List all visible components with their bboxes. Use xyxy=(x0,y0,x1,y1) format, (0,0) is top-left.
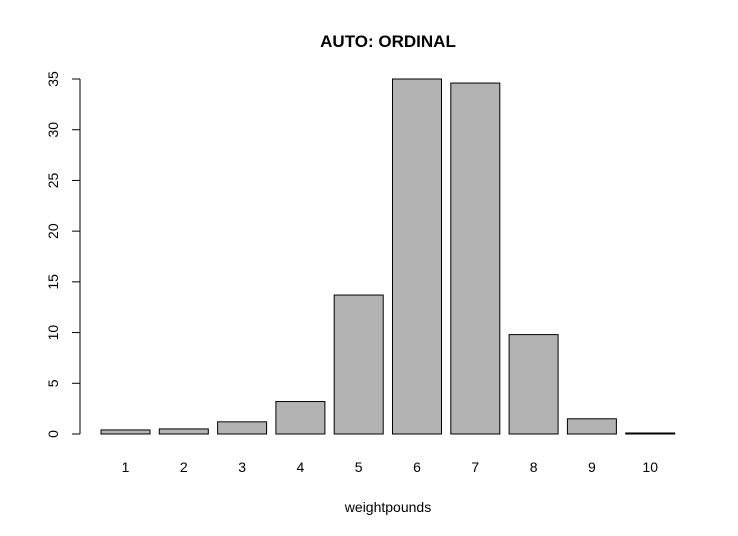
bar-9 xyxy=(566,418,617,435)
bar-2 xyxy=(158,428,209,435)
x-axis-tick-label: 4 xyxy=(297,459,305,475)
x-axis-tick-labels: 1 2 3 4 5 6 7 8 9 10 xyxy=(122,459,659,475)
x-axis-tick-label: 10 xyxy=(642,459,658,475)
x-axis-tick-label: 7 xyxy=(471,459,479,475)
bar-1 xyxy=(100,429,151,435)
x-axis-tick-label: 3 xyxy=(238,459,246,475)
y-axis-tick-label: 25 xyxy=(45,172,61,188)
y-axis-tick-label: 15 xyxy=(45,274,61,290)
x-axis-tick-label: 9 xyxy=(588,459,596,475)
x-axis-label: weightpounds xyxy=(344,499,431,515)
bar-7 xyxy=(450,82,501,435)
y-axis-tick-label: 30 xyxy=(45,122,61,138)
bar-4 xyxy=(275,401,326,435)
x-axis-tick-label: 2 xyxy=(180,459,188,475)
y-axis-tick-label: 20 xyxy=(45,223,61,239)
x-axis-tick-label: 1 xyxy=(122,459,130,475)
y-axis-tick-label: 35 xyxy=(45,71,61,87)
y-axis-tick-label: 10 xyxy=(45,325,61,341)
x-axis-tick-label: 5 xyxy=(355,459,363,475)
bar-5 xyxy=(333,294,384,435)
bar-3 xyxy=(217,421,268,435)
bar-10 xyxy=(625,432,676,435)
bars-group xyxy=(100,78,676,435)
bar-6 xyxy=(392,78,442,435)
y-axis: 0 5 10 15 20 25 30 35 xyxy=(45,71,81,438)
x-axis-tick-label: 8 xyxy=(530,459,538,475)
y-axis-tick-label: 5 xyxy=(45,379,61,387)
y-axis-tick-label: 0 xyxy=(45,430,61,438)
chart-title: AUTO: ORDINAL xyxy=(320,32,456,51)
bar-8 xyxy=(508,334,559,435)
x-axis-tick-label: 6 xyxy=(413,459,421,475)
